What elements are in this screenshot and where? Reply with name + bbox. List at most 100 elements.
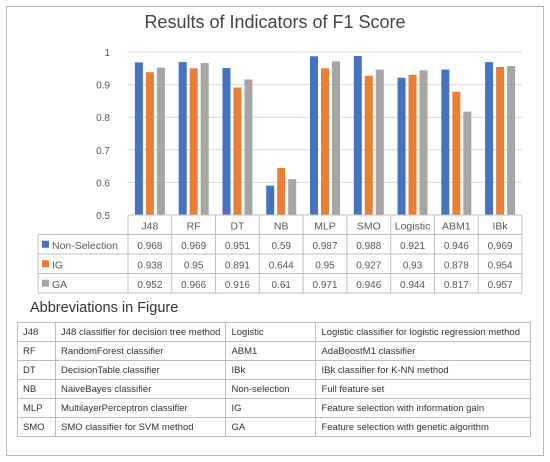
abbreviation-definition: DecisionTable classifier — [54, 360, 227, 380]
abbreviation-row: DT DecisionTable classifier IBk IBk classif… — [17, 360, 531, 380]
data-value: 0.971 — [312, 280, 337, 291]
x-category-label: MLP — [314, 221, 336, 233]
bar — [441, 69, 450, 215]
data-value: 0.987 — [312, 241, 337, 252]
data-value: 0.921 — [400, 241, 425, 252]
bar — [134, 62, 143, 215]
bar — [266, 185, 275, 215]
abbreviation-term: Non-selection — [225, 379, 317, 399]
data-value: 0.954 — [488, 261, 513, 272]
abbreviations-table: J48 J48 classifier for decision tree meth… — [17, 322, 531, 437]
abbreviation-definition: AdaBoostM1 classifier — [315, 341, 531, 361]
data-value: 0.969 — [488, 241, 513, 252]
bar — [156, 67, 165, 215]
abbreviation-definition: Feature selection with information gain — [315, 398, 531, 418]
bar — [397, 77, 406, 215]
data-value: 0.644 — [269, 261, 294, 272]
y-tick-label: 0.5 — [96, 211, 110, 222]
bar — [200, 63, 209, 215]
bar — [189, 68, 198, 215]
bar — [244, 79, 253, 215]
abbreviation-term: IBk — [225, 360, 317, 380]
legend-label: IG — [52, 260, 63, 272]
abbreviation-row: NB NaiveBayes classifier Non-selection Full… — [17, 379, 531, 399]
x-category-label: J48 — [141, 221, 158, 233]
data-value: 0.93 — [403, 261, 423, 272]
x-category-label: Logistic — [395, 221, 431, 233]
abbreviation-term: Logistic — [225, 322, 317, 342]
bar — [145, 72, 154, 215]
bar — [419, 70, 428, 215]
data-value: 0.95 — [184, 261, 204, 272]
abbreviation-term: RF — [17, 341, 56, 361]
abbreviation-definition: RandomForest classifier — [54, 341, 227, 361]
abbreviation-definition: SMO classifier for SVM method — [54, 417, 227, 437]
abbreviation-term: NB — [17, 379, 56, 399]
abbreviation-term: IG — [225, 398, 317, 418]
data-value: 0.944 — [400, 280, 425, 291]
bar — [222, 67, 231, 215]
abbreviation-row: MLP MultilayerPerceptron classifier IG Feat… — [17, 398, 531, 418]
abbreviation-definition: MultilayerPerceptron classifier — [54, 398, 227, 418]
x-category-label: IBk — [493, 221, 509, 233]
bar — [310, 56, 318, 215]
abbreviation-row: SMO SMO classifier for SVM method GA Featur… — [17, 417, 531, 437]
bar — [463, 111, 472, 215]
bar — [353, 55, 362, 215]
abbreviation-term: ABM1 — [225, 341, 317, 361]
abbreviations-title: Abbreviations in Figure — [30, 300, 179, 316]
data-value: 0.946 — [444, 241, 469, 252]
bar — [507, 66, 516, 215]
abbreviation-term: SMO — [17, 417, 56, 437]
f1-score-bar-chart: 0.5 0.6 0.7 0.8 0.9 1 J48 RF DT NB MLP SMO Logistic A… — [37, 48, 523, 294]
abbreviation-row: RF RandomForest classifier ABM1 AdaBoostM1 … — [17, 341, 531, 361]
abbreviation-term: DT — [17, 360, 56, 380]
legend-swatch — [42, 279, 49, 287]
legend-label: Non-Selection — [52, 240, 118, 252]
data-value: 0.968 — [137, 241, 162, 252]
legend-swatch — [42, 240, 49, 248]
bar — [233, 87, 242, 215]
bar — [364, 75, 373, 215]
legend-label: GA — [52, 279, 67, 291]
abbreviation-definition: Full feature set — [315, 379, 531, 399]
bar — [375, 69, 384, 215]
y-tick-label: 0.9 — [96, 81, 110, 92]
bar — [496, 66, 505, 215]
data-value: 0.951 — [225, 241, 250, 252]
legend-swatch — [42, 260, 49, 268]
chart-title: Results of Indicators of F1 Score — [144, 12, 406, 32]
abbreviation-definition: Logistic classifier for logistic regress… — [315, 322, 531, 342]
data-value: 0.957 — [488, 280, 513, 291]
bar — [288, 179, 297, 215]
data-value: 0.946 — [356, 280, 381, 291]
y-tick-label: 1 — [104, 48, 110, 59]
data-value: 0.878 — [444, 261, 469, 272]
data-value: 0.59 — [271, 241, 291, 252]
bar — [277, 168, 286, 215]
bar — [178, 62, 187, 215]
bar — [452, 91, 461, 215]
bar — [321, 68, 329, 215]
x-category-label: SMO — [357, 221, 381, 233]
abbreviation-definition: NaiveBayes classifier — [54, 379, 227, 399]
y-tick-label: 0.6 — [96, 178, 110, 189]
abbreviation-definition: Feature selection with genetic algorithm — [315, 417, 531, 437]
data-value: 0.938 — [137, 261, 162, 272]
y-tick-label: 0.8 — [96, 113, 110, 124]
data-value: 0.952 — [137, 280, 162, 291]
data-value: 0.817 — [444, 280, 469, 291]
data-value: 0.927 — [356, 261, 381, 272]
abbreviation-term: GA — [225, 417, 317, 437]
data-value: 0.988 — [356, 241, 381, 252]
abbreviation-term: J48 — [17, 322, 56, 342]
bar — [408, 74, 417, 215]
bar — [332, 61, 340, 216]
data-value: 0.95 — [315, 261, 335, 272]
data-value: 0.966 — [181, 280, 206, 291]
bar — [485, 62, 494, 215]
data-value: 0.969 — [181, 241, 206, 252]
abbreviation-definition: J48 classifier for decision tree method — [54, 322, 227, 342]
x-category-label: ABM1 — [442, 221, 471, 233]
abbreviation-definition: IBk classifier for K-NN method — [315, 360, 531, 380]
